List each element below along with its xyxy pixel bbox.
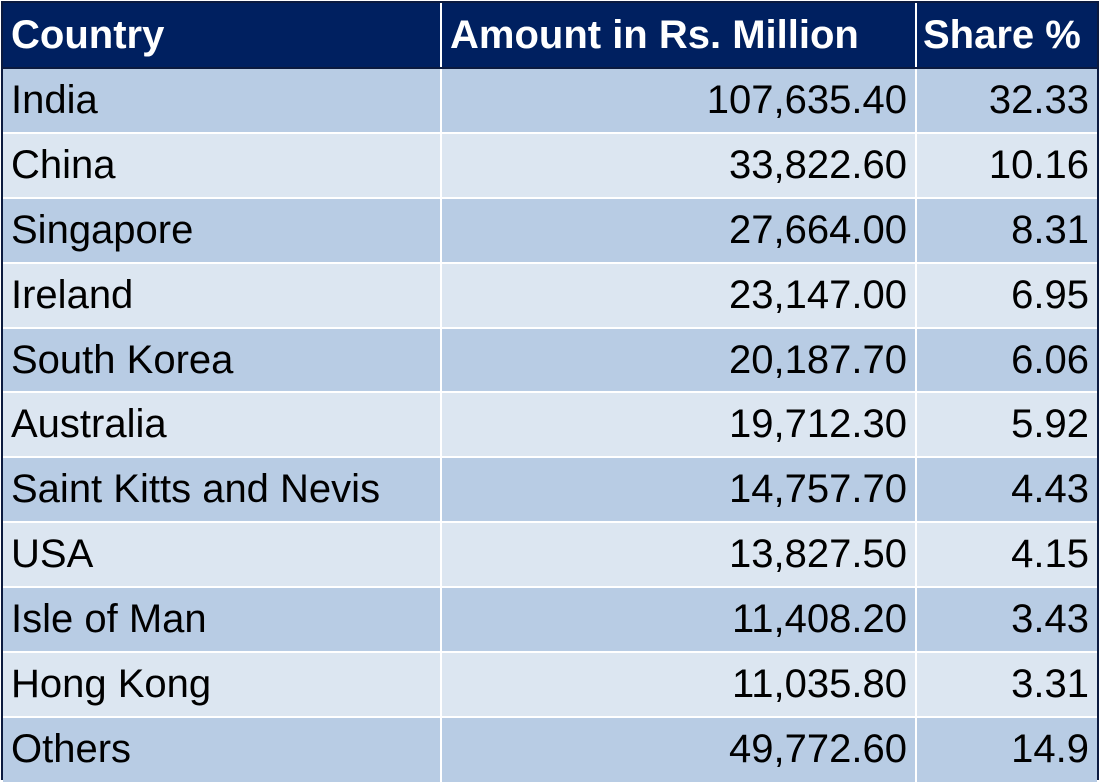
share-cell: 8.31 — [916, 197, 1097, 264]
amount-cell: 20,187.70 — [441, 327, 917, 394]
amount-cell: 11,408.20 — [441, 587, 917, 654]
country-cell: India — [3, 68, 442, 134]
amount-cell: 107,635.40 — [441, 68, 917, 134]
country-cell: Singapore — [3, 197, 442, 264]
country-cell: Ireland — [3, 262, 442, 329]
header-country: Country — [3, 3, 442, 69]
amount-cell: 49,772.60 — [441, 716, 917, 782]
amount-cell: 33,822.60 — [441, 132, 917, 199]
share-cell: 32.33 — [916, 68, 1097, 134]
country-cell: Saint Kitts and Nevis — [3, 457, 442, 524]
table-row: Saint Kitts and Nevis 14,757.70 4.43 — [3, 457, 1097, 524]
table-row: South Korea 20,187.70 6.06 — [3, 327, 1097, 394]
amount-cell: 19,712.30 — [441, 392, 917, 459]
table-body: India 107,635.40 32.33 China 33,822.60 10.16 S… — [3, 68, 1097, 782]
share-cell: 5.92 — [916, 392, 1097, 459]
table-row: India 107,635.40 32.33 — [3, 68, 1097, 134]
table-row: Singapore 27,664.00 8.31 — [3, 197, 1097, 264]
amount-cell: 14,757.70 — [441, 457, 917, 524]
table-row: Ireland 23,147.00 6.95 — [3, 262, 1097, 329]
share-cell: 4.15 — [916, 522, 1097, 589]
table-row: Hong Kong 11,035.80 3.31 — [3, 652, 1097, 718]
share-cell: 14.9 — [916, 716, 1097, 782]
amount-cell: 13,827.50 — [441, 522, 917, 589]
table-row: USA 13,827.50 4.15 — [3, 522, 1097, 589]
country-cell: Others — [3, 716, 442, 782]
header-amount: Amount in Rs. Million — [441, 3, 917, 69]
country-cell: China — [3, 132, 442, 199]
share-cell: 3.43 — [916, 587, 1097, 654]
country-cell: Australia — [3, 392, 442, 459]
share-cell: 3.31 — [916, 652, 1097, 718]
share-cell: 10.16 — [916, 132, 1097, 199]
amount-cell: 23,147.00 — [441, 262, 917, 329]
country-cell: Isle of Man — [3, 587, 442, 654]
country-cell: Hong Kong — [3, 652, 442, 718]
amount-cell: 11,035.80 — [441, 652, 917, 718]
table-row: Others 49,772.60 14.9 — [3, 716, 1097, 782]
share-cell: 4.43 — [916, 457, 1097, 524]
table-row: Australia 19,712.30 5.92 — [3, 392, 1097, 459]
table-row: China 33,822.60 10.16 — [3, 132, 1097, 199]
country-cell: USA — [3, 522, 442, 589]
header-share: Share % — [916, 3, 1097, 69]
country-amount-table: Country Amount in Rs. Million Share % In… — [3, 3, 1097, 782]
share-cell: 6.95 — [916, 262, 1097, 329]
header-row: Country Amount in Rs. Million Share % — [3, 3, 1097, 69]
table-row: Isle of Man 11,408.20 3.43 — [3, 587, 1097, 654]
share-cell: 6.06 — [916, 327, 1097, 394]
amount-cell: 27,664.00 — [441, 197, 917, 264]
country-cell: South Korea — [3, 327, 442, 394]
